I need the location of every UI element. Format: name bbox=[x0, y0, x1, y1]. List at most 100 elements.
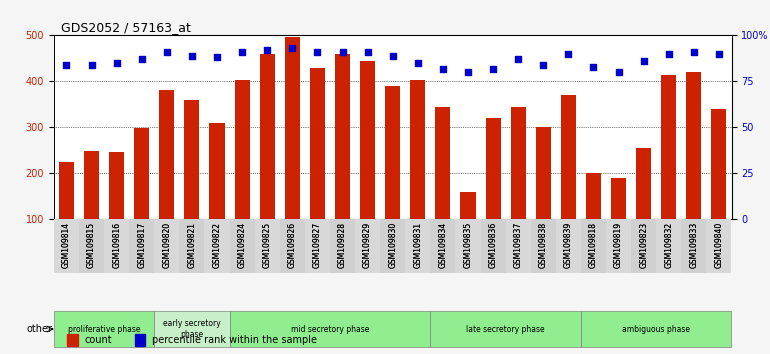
Text: GSM109815: GSM109815 bbox=[87, 222, 96, 268]
Bar bbox=[159, 90, 174, 266]
Point bbox=[311, 49, 323, 55]
Text: count: count bbox=[85, 335, 112, 345]
Text: GSM109817: GSM109817 bbox=[137, 222, 146, 268]
Text: GSM109840: GSM109840 bbox=[715, 222, 724, 268]
Text: GSM109823: GSM109823 bbox=[639, 222, 648, 268]
Text: GSM109829: GSM109829 bbox=[363, 222, 372, 268]
Text: ambiguous phase: ambiguous phase bbox=[622, 325, 690, 333]
Bar bbox=[556, 219, 581, 273]
Point bbox=[462, 69, 474, 75]
Bar bbox=[109, 152, 124, 266]
Bar bbox=[711, 109, 726, 266]
Text: GSM109817: GSM109817 bbox=[137, 222, 146, 268]
Point bbox=[487, 66, 499, 72]
Text: GSM109825: GSM109825 bbox=[263, 222, 272, 268]
Point bbox=[186, 53, 198, 58]
Bar bbox=[205, 219, 229, 273]
Point bbox=[85, 62, 98, 68]
Bar bbox=[134, 129, 149, 266]
Point bbox=[110, 60, 122, 66]
Bar bbox=[179, 219, 205, 273]
Text: GSM109827: GSM109827 bbox=[313, 222, 322, 268]
Text: GSM109836: GSM109836 bbox=[489, 222, 497, 268]
Text: GSM109831: GSM109831 bbox=[413, 222, 422, 268]
Point bbox=[286, 45, 299, 51]
Point bbox=[663, 51, 675, 57]
Bar bbox=[460, 192, 476, 266]
Bar bbox=[310, 68, 325, 266]
Text: GSM109838: GSM109838 bbox=[539, 222, 547, 268]
Bar bbox=[661, 74, 676, 266]
Text: GSM109837: GSM109837 bbox=[514, 222, 523, 268]
Text: GSM109824: GSM109824 bbox=[238, 222, 246, 268]
Point bbox=[211, 55, 223, 60]
Bar bbox=[59, 162, 74, 266]
Bar bbox=[506, 219, 531, 273]
Point bbox=[161, 49, 173, 55]
Text: late secretory phase: late secretory phase bbox=[467, 325, 545, 333]
Point bbox=[236, 49, 248, 55]
Bar bbox=[486, 118, 500, 266]
Text: GSM109835: GSM109835 bbox=[464, 222, 473, 268]
Bar bbox=[229, 219, 255, 273]
Text: GSM109839: GSM109839 bbox=[564, 222, 573, 268]
Text: GSM109820: GSM109820 bbox=[162, 222, 172, 268]
Text: proliferative phase: proliferative phase bbox=[68, 325, 140, 333]
Text: GSM109834: GSM109834 bbox=[438, 222, 447, 268]
Bar bbox=[129, 219, 154, 273]
Bar bbox=[631, 219, 656, 273]
Bar bbox=[209, 123, 225, 266]
Bar bbox=[611, 178, 626, 266]
Bar bbox=[681, 219, 706, 273]
Bar bbox=[235, 80, 249, 266]
Text: GSM109832: GSM109832 bbox=[665, 222, 673, 268]
Point bbox=[638, 58, 650, 64]
Point bbox=[387, 53, 399, 58]
Bar bbox=[280, 219, 305, 273]
Text: GSM109833: GSM109833 bbox=[689, 222, 698, 268]
Bar bbox=[184, 100, 199, 266]
Text: GSM109830: GSM109830 bbox=[388, 222, 397, 268]
Text: GSM109815: GSM109815 bbox=[87, 222, 96, 268]
Point bbox=[713, 51, 725, 57]
Text: GSM109825: GSM109825 bbox=[263, 222, 272, 268]
Bar bbox=[686, 72, 701, 266]
Text: GSM109826: GSM109826 bbox=[288, 222, 296, 268]
Text: GSM109835: GSM109835 bbox=[464, 222, 473, 268]
Text: GSM109837: GSM109837 bbox=[514, 222, 523, 268]
Point bbox=[688, 49, 700, 55]
Bar bbox=[380, 219, 405, 273]
Text: GSM109816: GSM109816 bbox=[112, 222, 121, 268]
Text: GSM109820: GSM109820 bbox=[162, 222, 172, 268]
Text: GSM109818: GSM109818 bbox=[589, 222, 598, 268]
Point bbox=[261, 47, 273, 53]
Bar bbox=[430, 219, 455, 273]
FancyBboxPatch shape bbox=[229, 311, 430, 347]
Bar bbox=[561, 95, 576, 266]
Bar bbox=[511, 107, 526, 266]
Bar bbox=[405, 219, 430, 273]
Text: GSM109828: GSM109828 bbox=[338, 222, 347, 268]
Bar bbox=[385, 86, 400, 266]
Bar bbox=[586, 173, 601, 266]
Text: GSM109814: GSM109814 bbox=[62, 222, 71, 268]
Point bbox=[60, 62, 72, 68]
Bar bbox=[305, 219, 330, 273]
Bar bbox=[360, 61, 375, 266]
Text: GSM109814: GSM109814 bbox=[62, 222, 71, 268]
Text: early secretory
phase: early secretory phase bbox=[163, 319, 221, 339]
Point bbox=[537, 62, 550, 68]
Text: GSM109821: GSM109821 bbox=[187, 222, 196, 268]
Text: GSM109819: GSM109819 bbox=[614, 222, 623, 268]
Text: GSM109819: GSM109819 bbox=[614, 222, 623, 268]
Point bbox=[437, 66, 449, 72]
Bar bbox=[410, 80, 425, 266]
Text: GSM109832: GSM109832 bbox=[665, 222, 673, 268]
Point bbox=[562, 51, 574, 57]
Text: GSM109823: GSM109823 bbox=[639, 222, 648, 268]
FancyBboxPatch shape bbox=[581, 311, 732, 347]
Point bbox=[512, 57, 524, 62]
Text: GSM109826: GSM109826 bbox=[288, 222, 296, 268]
Bar bbox=[136, 334, 146, 346]
Bar bbox=[355, 219, 380, 273]
